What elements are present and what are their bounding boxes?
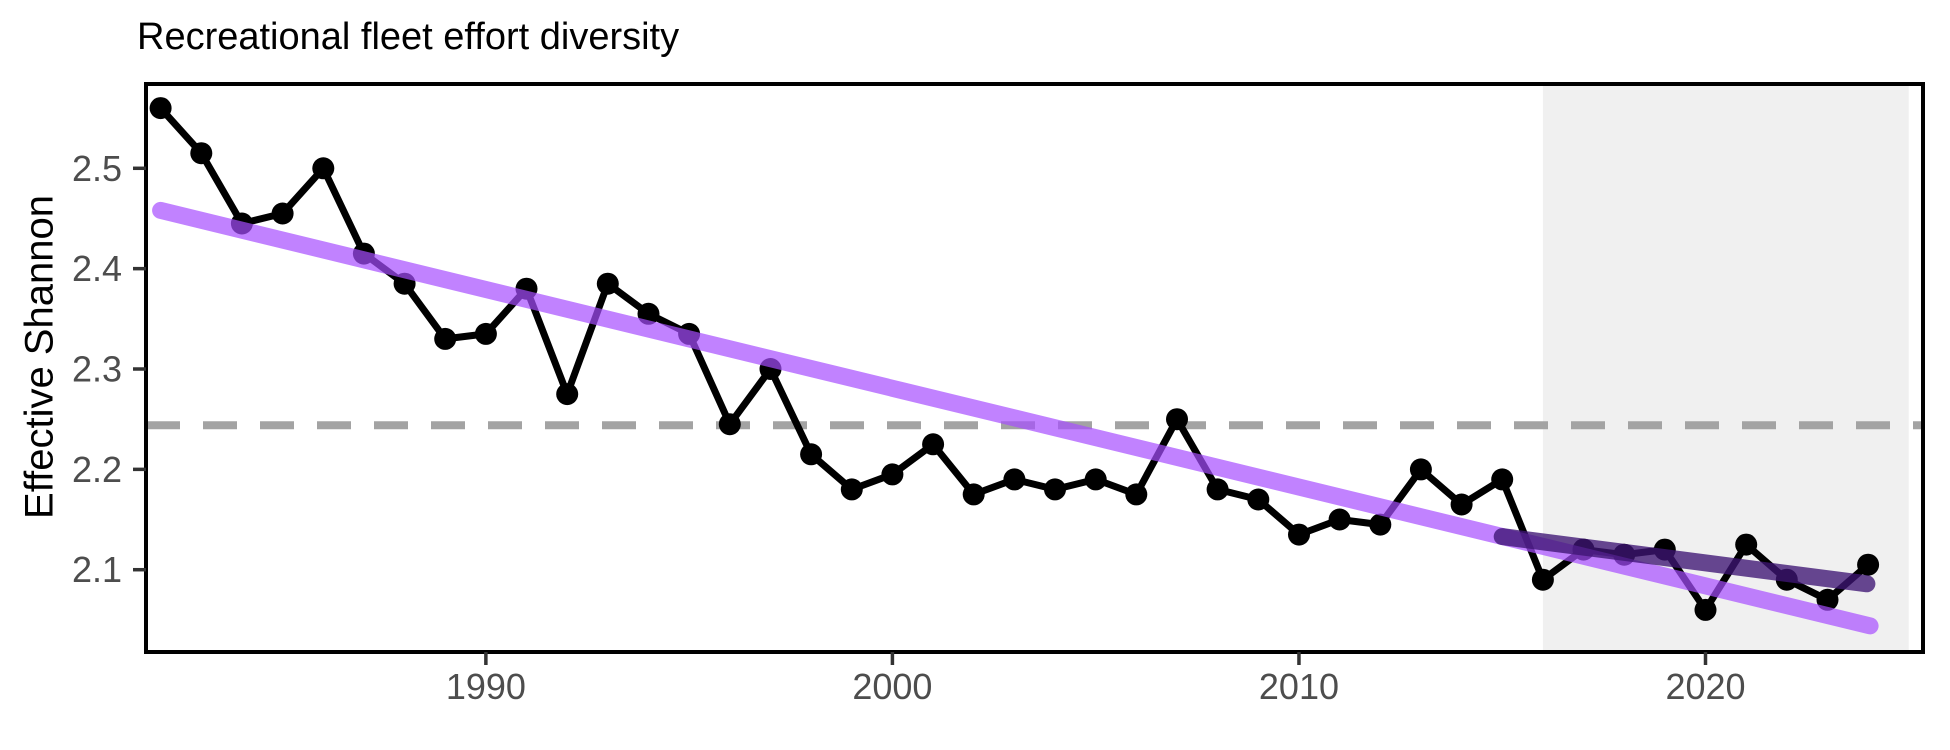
data-point (190, 142, 213, 165)
y-tick-label: 2.3 (72, 349, 122, 390)
x-tick-label: 2010 (1259, 666, 1339, 707)
data-point (434, 327, 457, 350)
x-tick-label: 2000 (852, 666, 932, 707)
data-point (1288, 523, 1310, 546)
data-point (1694, 598, 1717, 621)
data-point (1531, 568, 1554, 591)
data-point (1816, 588, 1839, 611)
y-tick-label: 2.4 (72, 248, 122, 289)
data-point (800, 443, 823, 466)
y-tick-label: 2.1 (72, 549, 122, 590)
data-point (1369, 513, 1392, 536)
y-tick-label: 2.2 (72, 449, 122, 490)
data-point (1125, 483, 1148, 506)
data-point (1491, 468, 1514, 491)
data-point (1166, 408, 1188, 431)
data-point (881, 463, 904, 486)
data-point (962, 483, 985, 506)
data-point (1857, 553, 1880, 576)
data-point (1409, 458, 1432, 481)
chart-title: Recreational fleet effort diversity (137, 16, 680, 58)
data-point (1450, 493, 1473, 516)
data-point (922, 433, 945, 456)
data-point (1206, 478, 1229, 501)
data-point (1328, 508, 1351, 531)
data-point (718, 413, 741, 436)
data-point (1735, 533, 1758, 556)
y-tick-label: 2.5 (72, 148, 122, 189)
data-point (1247, 488, 1270, 511)
data-point (556, 383, 579, 406)
data-point (596, 272, 619, 295)
data-point (271, 202, 294, 225)
recent-trend-line (1493, 528, 1876, 593)
x-tick-label: 1990 (446, 666, 526, 707)
data-point (1084, 468, 1107, 491)
data-point (840, 478, 863, 501)
data-point (474, 322, 497, 345)
long-term-trend-line (152, 201, 1879, 635)
data-point (1003, 468, 1026, 491)
y-axis-title: Effective Shannon (17, 195, 62, 519)
x-tick-label: 2020 (1665, 666, 1745, 707)
data-point (312, 157, 335, 180)
data-point (149, 97, 172, 120)
data-point (1044, 478, 1066, 501)
